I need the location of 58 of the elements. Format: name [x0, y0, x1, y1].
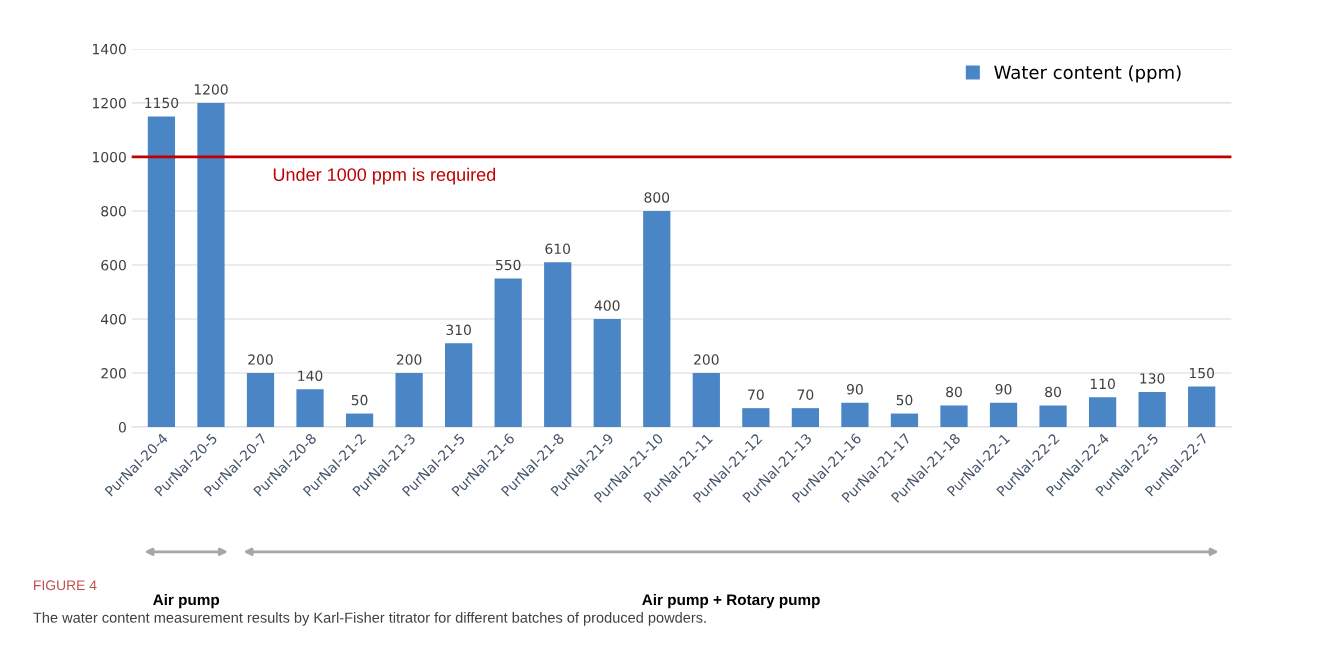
- data-label: 80: [946, 386, 962, 398]
- bar: [395, 373, 423, 428]
- y-tick-label: 1400: [93, 43, 126, 55]
- data-label: 310: [446, 324, 471, 336]
- data-label: 90: [995, 384, 1012, 395]
- bar: [544, 262, 572, 428]
- data-label: 130: [1140, 373, 1165, 384]
- data-label: 140: [298, 370, 323, 381]
- bar: [296, 389, 324, 428]
- data-label: 1150: [145, 97, 179, 109]
- data-label: 200: [248, 354, 273, 365]
- data-label: 90: [846, 384, 863, 395]
- bar: [1088, 397, 1117, 428]
- data-label: 1200: [194, 84, 228, 95]
- bar: [345, 413, 374, 428]
- bar: [197, 102, 225, 428]
- bar: [1138, 391, 1166, 428]
- y-tick-label: 600: [101, 259, 126, 271]
- y-tick-label: 1000: [93, 151, 126, 163]
- data-label: 800: [644, 192, 670, 203]
- bar: [890, 413, 919, 428]
- data-label: 200: [396, 354, 422, 365]
- data-label: 50: [351, 394, 368, 406]
- bar: [246, 373, 275, 428]
- data-label: 80: [1045, 386, 1061, 398]
- data-label: 70: [748, 389, 764, 400]
- bar: [494, 278, 522, 428]
- bar: [1188, 386, 1216, 428]
- bar: [1039, 405, 1067, 428]
- text: The water content measurement results by Karl-Fisher titrator for different batches of produced powders.: [33, 612, 706, 626]
- bar: [940, 405, 968, 428]
- bar: [841, 402, 869, 428]
- caption: FIGURE 4: [34, 580, 97, 591]
- bar: [643, 210, 671, 428]
- data-label: 610: [545, 243, 571, 255]
- data-label: 150: [1189, 367, 1215, 379]
- ref-line-label: Under 1000 ppm is required: [273, 167, 496, 185]
- bar: [989, 402, 1018, 428]
- y-tick-label: 400: [101, 313, 126, 325]
- y-tick-label: 1200: [93, 97, 126, 109]
- y-tick-label: 200: [101, 368, 126, 379]
- bar: [445, 343, 473, 428]
- legend-label: Water content (ppm): [994, 65, 1181, 83]
- bar: [791, 408, 820, 428]
- text: Air pump: [153, 593, 220, 609]
- data-label: 400: [594, 300, 620, 311]
- bar: [692, 373, 720, 428]
- y-tick-label: 0: [118, 422, 126, 433]
- bar: [593, 319, 621, 428]
- data-label: 110: [1090, 378, 1115, 390]
- data-label: 50: [896, 394, 913, 406]
- data-label: 70: [797, 389, 814, 400]
- data-label: 200: [694, 354, 719, 365]
- bar: [147, 116, 176, 428]
- y-tick-label: 800: [101, 205, 126, 217]
- data-label: 550: [495, 259, 521, 271]
- text: Air pump + Rotary pump: [642, 593, 820, 609]
- bar: [742, 408, 770, 428]
